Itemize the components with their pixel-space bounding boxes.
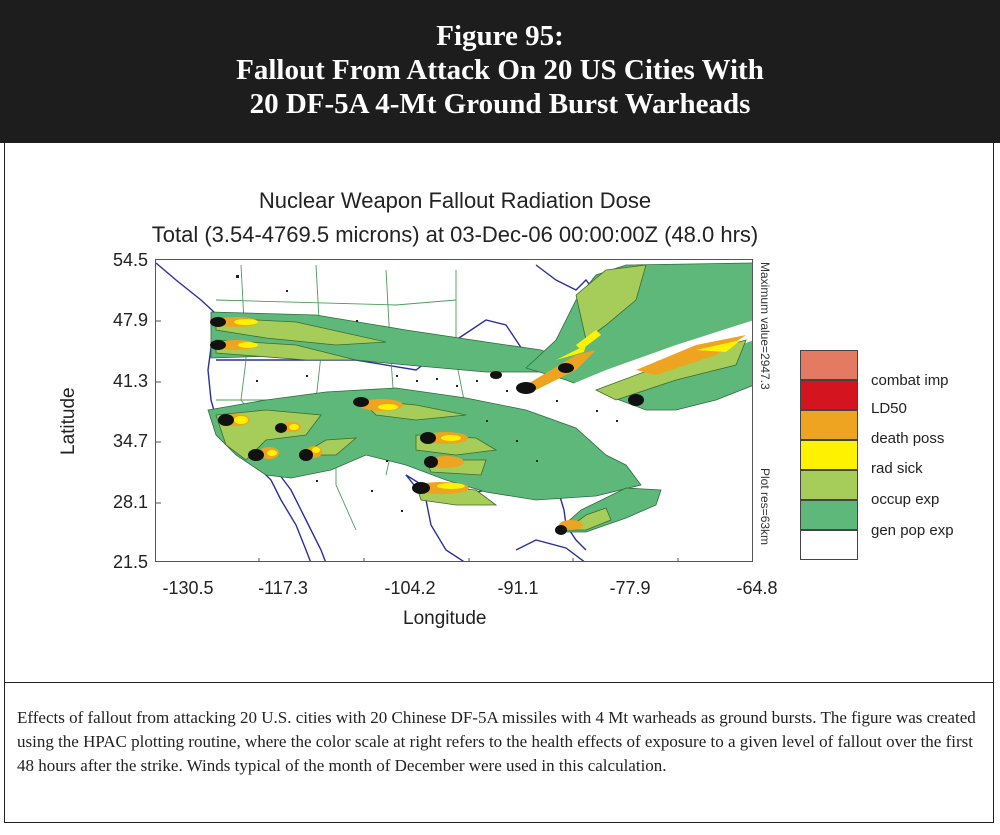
figure-caption: Effects of fallout from attacking 20 U.S… [17, 708, 976, 775]
plot-subtitle: Total (3.54-4769.5 microns) at 03-Dec-06… [151, 222, 759, 247]
plot-resolution-note: Plot res=63km [758, 468, 772, 546]
x-tick-label: -117.3 [258, 578, 308, 598]
figure-title-line-2: 20 DF-5A 4-Mt Ground Burst Warheads [249, 88, 751, 120]
y-tick-label: 28.1 [112, 492, 148, 512]
legend-swatch-gen-pop-exp [800, 500, 858, 530]
legend-label: gen pop exp [871, 522, 954, 539]
x-tick-label: -64.8 [736, 578, 778, 598]
y-tick-label: 47.9 [112, 310, 148, 330]
y-axis-title: Latitude [58, 387, 79, 455]
burst-sites [210, 317, 644, 535]
y-tick-label: 41.3 [112, 371, 148, 391]
legend-label: rad sick [871, 460, 923, 477]
figure-title-line-1: Fallout From Attack On 20 US Cities With [236, 54, 764, 86]
legend-label: LD50 [871, 400, 907, 417]
y-tick-label: 54.5 [112, 250, 148, 270]
x-tick-label: -77.9 [609, 578, 651, 598]
legend-swatch-occup-exp [800, 470, 858, 500]
max-value-note: Maximum value=2947.3 [758, 262, 772, 390]
legend-swatch-death-poss [800, 410, 858, 440]
legend-label: combat imp [871, 372, 949, 389]
legend-label: occup exp [871, 491, 940, 508]
y-tick-label: 21.5 [112, 552, 148, 572]
x-tick-label: -91.1 [497, 578, 539, 598]
legend-swatch-rad-sick [800, 440, 858, 470]
x-tick-label: -130.5 [162, 578, 214, 598]
plot-title: Nuclear Weapon Fallout Radiation Dose [258, 188, 652, 213]
legend-label: death poss [871, 430, 945, 447]
legend-swatch-combat-imp [800, 350, 858, 380]
fallout-map [155, 259, 753, 562]
figure-number: Figure 95: [436, 20, 564, 52]
figure-header: Figure 95: Fallout From Attack On 20 US … [0, 0, 1000, 143]
caption-divider [4, 682, 994, 683]
x-axis-title: Longitude [403, 608, 487, 629]
x-tick-label: -104.2 [384, 578, 436, 598]
fallout-map-graphic [156, 262, 752, 561]
population-dots [236, 275, 618, 512]
y-tick-label: 34.7 [112, 431, 148, 451]
legend-swatch-ld50 [800, 380, 858, 410]
legend-swatch-background [800, 530, 858, 560]
axis-ticks [156, 320, 679, 561]
